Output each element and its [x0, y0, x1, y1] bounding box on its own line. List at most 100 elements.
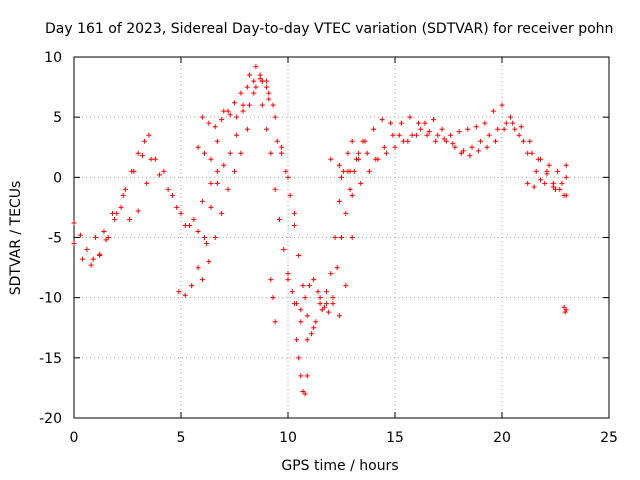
data-point [358, 180, 364, 186]
data-point [562, 309, 568, 315]
data-point [298, 319, 304, 325]
x-tick-label: 15 [386, 430, 404, 446]
data-point [563, 162, 569, 168]
data-point [187, 222, 193, 228]
data-point [264, 126, 270, 132]
data-point [431, 117, 437, 123]
data-point [366, 168, 372, 174]
series-track-5 [199, 72, 276, 283]
data-point [199, 114, 205, 120]
data-point [362, 138, 368, 144]
data-point [531, 184, 537, 190]
data-point [383, 150, 389, 156]
data-point [501, 126, 507, 132]
data-point [533, 168, 539, 174]
y-tick-label: 5 [53, 110, 62, 126]
data-point [328, 271, 334, 277]
data-point [407, 114, 413, 120]
data-point [234, 114, 240, 120]
data-point [204, 241, 210, 247]
data-point [559, 180, 565, 186]
series-track-13 [328, 102, 569, 190]
axis-ticks [73, 56, 610, 419]
data-point [452, 144, 458, 150]
data-point [225, 186, 231, 192]
data-point [563, 174, 569, 180]
data-point [339, 174, 344, 180]
data-point [527, 138, 533, 144]
data-point [272, 186, 278, 192]
data-point [289, 289, 295, 295]
data-point [165, 186, 171, 192]
data-point [379, 117, 385, 123]
data-point [112, 216, 118, 222]
data-point [493, 138, 499, 144]
data-point [251, 78, 257, 84]
data-point [268, 277, 274, 283]
series-track-1 [71, 132, 152, 262]
data-point [272, 319, 278, 325]
series-track-4 [176, 64, 272, 298]
data-point [131, 168, 137, 174]
data-point [467, 153, 473, 159]
x-axis-label: GPS time / hours [281, 458, 398, 474]
data-point [232, 100, 237, 106]
data-point [118, 204, 124, 210]
x-tick-label: 20 [493, 430, 511, 446]
data-point [351, 168, 357, 174]
data-point [306, 283, 312, 289]
data-point [304, 337, 310, 343]
data-point [114, 210, 120, 216]
series-track-12 [268, 277, 278, 325]
data-point [152, 156, 158, 162]
data-point [88, 262, 94, 268]
data-point [279, 144, 285, 150]
data-point [264, 78, 270, 84]
data-points [71, 64, 569, 397]
data-point [311, 277, 317, 283]
data-point [135, 150, 141, 156]
data-point [495, 126, 501, 132]
data-point [122, 186, 128, 192]
data-point [546, 162, 552, 168]
data-point [482, 120, 488, 126]
y-tick-labels: -20 -15 -10 -5 0 5 10 [39, 50, 62, 427]
data-point [244, 126, 250, 132]
data-point [486, 132, 492, 138]
data-point [291, 301, 297, 307]
data-point [285, 277, 291, 283]
data-point [161, 168, 167, 174]
data-point [563, 192, 569, 198]
data-point [283, 168, 289, 174]
data-point [291, 222, 297, 228]
data-point [409, 132, 415, 138]
data-point [240, 102, 246, 108]
data-point [426, 129, 432, 135]
data-point [328, 156, 334, 162]
data-point [253, 84, 259, 90]
series-track-17 [561, 304, 569, 315]
data-point [214, 168, 220, 174]
data-point [349, 192, 355, 198]
data-point [557, 186, 563, 192]
data-point [189, 283, 195, 289]
chart-title: Day 161 of 2023, Sidereal Day-to-day VTE… [45, 21, 613, 37]
data-point [240, 108, 246, 114]
data-point [309, 331, 315, 337]
data-point [195, 265, 201, 271]
data-point [281, 247, 287, 253]
data-point [139, 153, 145, 159]
data-point [253, 64, 259, 70]
data-point [264, 84, 270, 90]
data-point [321, 304, 327, 310]
grid-lines [74, 57, 609, 418]
data-point [221, 108, 227, 114]
data-point [234, 132, 240, 138]
data-point [208, 156, 214, 162]
data-point [266, 96, 272, 102]
data-point [343, 283, 349, 289]
data-point [512, 126, 518, 132]
data-point [266, 90, 272, 96]
data-point [142, 138, 148, 144]
